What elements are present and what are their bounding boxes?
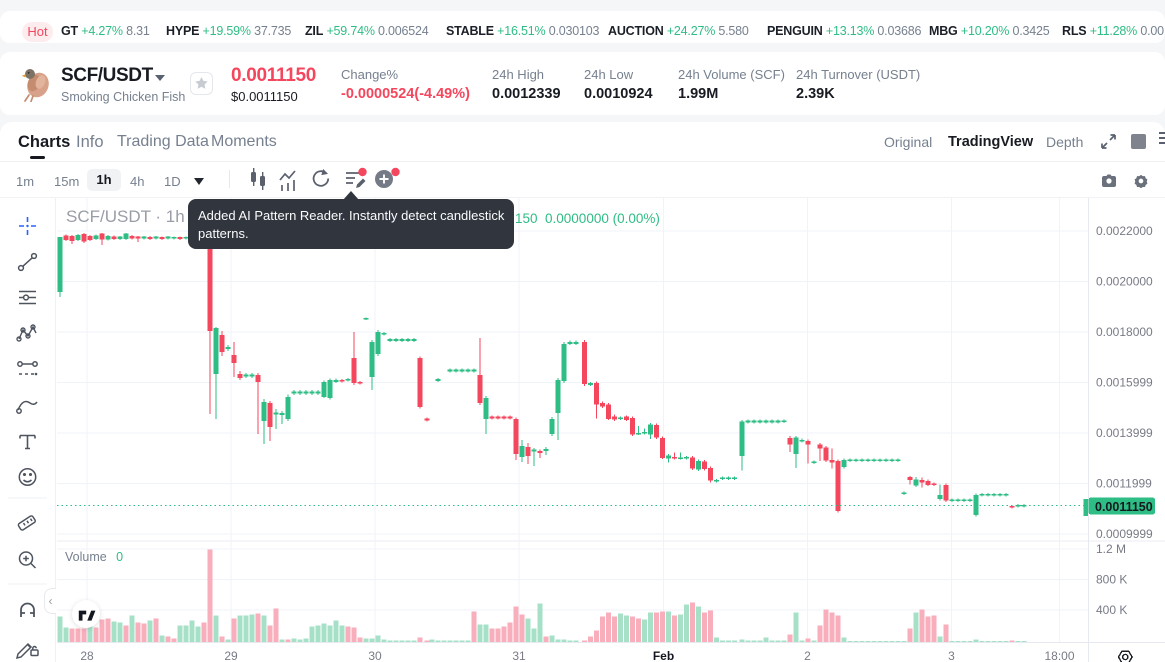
svg-text:28: 28 [80, 649, 94, 662]
svg-text:29: 29 [224, 649, 238, 662]
svg-text:Feb: Feb [653, 649, 674, 662]
svg-text:0.0022000: 0.0022000 [1096, 224, 1153, 238]
svg-text:400 K: 400 K [1096, 603, 1127, 617]
svg-text:0.0015999: 0.0015999 [1096, 376, 1153, 390]
svg-text:0.0013999: 0.0013999 [1096, 426, 1153, 440]
svg-text:31: 31 [512, 649, 526, 662]
svg-text:800 K: 800 K [1096, 573, 1127, 587]
svg-text:0.0011999: 0.0011999 [1096, 477, 1152, 491]
svg-text:30: 30 [368, 649, 382, 662]
svg-text:18:00: 18:00 [1044, 649, 1074, 662]
svg-text:1.2 M: 1.2 M [1096, 542, 1126, 556]
svg-text:2: 2 [804, 649, 811, 662]
svg-text:3: 3 [948, 649, 955, 662]
svg-text:0.0018000: 0.0018000 [1096, 325, 1153, 339]
svg-text:0.0009999: 0.0009999 [1096, 527, 1153, 541]
svg-text:0.0011150: 0.0011150 [1095, 500, 1153, 514]
svg-text:0.0020000: 0.0020000 [1096, 275, 1153, 289]
